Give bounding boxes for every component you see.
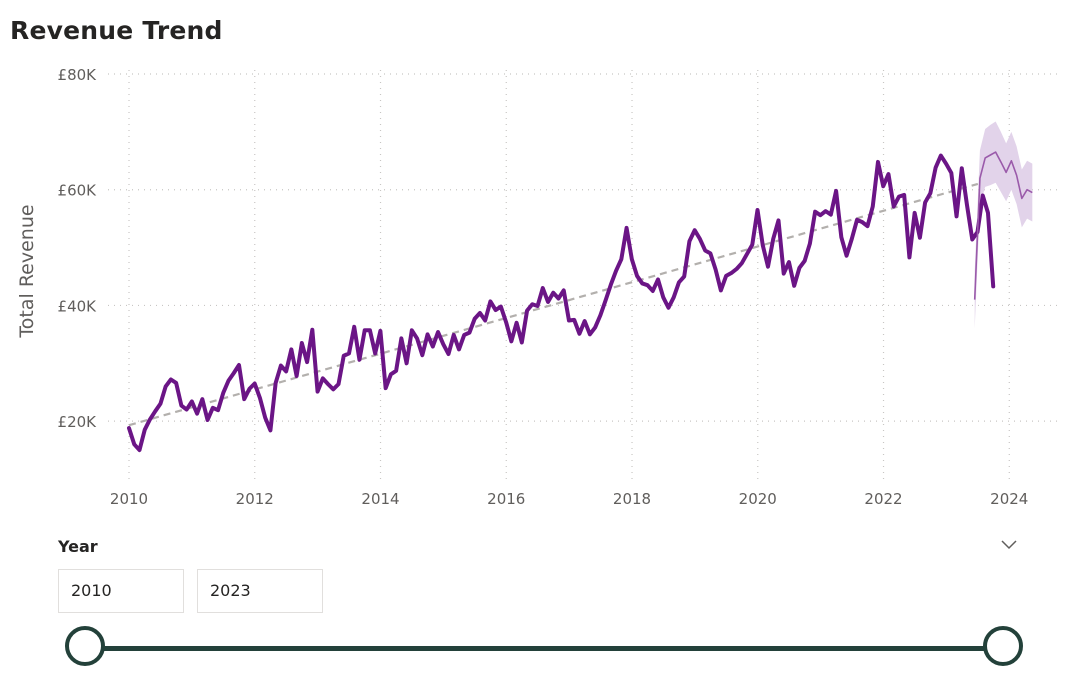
slider-start-handle[interactable] [65,626,105,666]
chevron-down-icon[interactable] [998,534,1020,556]
x-tick-label: 2018 [613,490,651,508]
trendline-layer [128,182,979,427]
x-tick-label: 2016 [487,490,525,508]
x-tick-label: 2010 [110,490,148,508]
y-tick-label: £60K [58,182,98,200]
line-chart: £20K £40K £60K £80K 2010 2012 2014 2016 2018 2020… [16,66,1060,508]
series-layer [127,151,1033,453]
x-tick-label: 2024 [990,490,1028,508]
slider-end-handle[interactable] [983,626,1023,666]
slider-track[interactable] [86,646,1004,651]
x-tick-label: 2022 [864,490,902,508]
y-tick-label: £80K [58,66,98,84]
x-tick-label: 2020 [739,490,777,508]
forecast-band-layer [974,121,1033,329]
trendline [128,182,979,427]
tick-label-layer: £20K £40K £60K £80K 2010 2012 2014 2016 2018 2020… [58,66,1029,508]
y-tick-label: £40K [58,297,98,315]
x-tick-label: 2012 [236,490,274,508]
forecast-series-line [973,151,1033,300]
y-axis-label: Total Revenue [16,204,38,338]
year-end-input[interactable]: 2023 [197,569,323,613]
slicer-title: Year [58,537,98,556]
forecast-confidence-band [974,121,1033,329]
x-tick-label: 2014 [361,490,399,508]
y-tick-label: £20K [58,413,98,431]
year-start-input[interactable]: 2010 [58,569,184,613]
chart-title: Revenue Trend [10,16,223,45]
grid-layer [108,70,1060,481]
revenue-series-line [127,153,996,453]
